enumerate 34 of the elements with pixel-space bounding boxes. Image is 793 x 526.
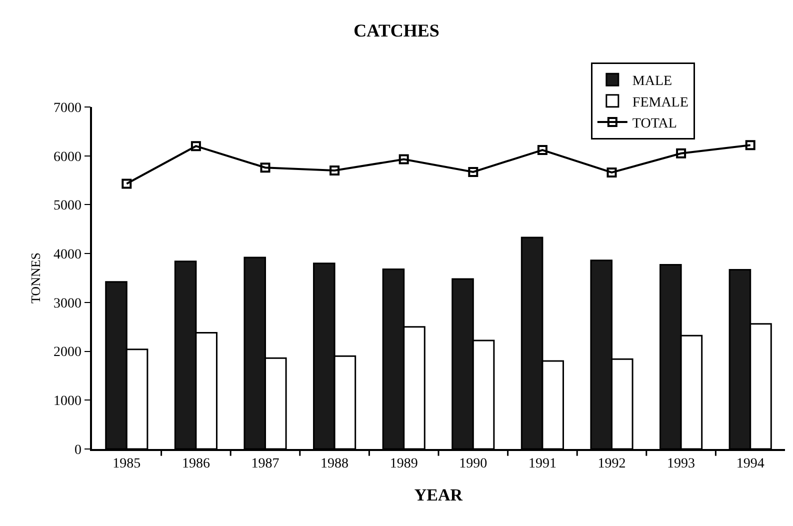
point: [537, 144, 548, 155]
x-tick-label: 1993: [667, 456, 696, 472]
legend-label: TOTAL: [632, 116, 677, 132]
y-tick-label: 6000: [53, 150, 82, 165]
point: [468, 166, 478, 177]
point: [260, 162, 270, 173]
y-axis-title: TONNES: [28, 252, 43, 304]
y-tick-label: 3000: [53, 296, 82, 312]
y-tick-label: 7000: [53, 100, 82, 116]
point: [190, 141, 201, 152]
x-tick-label: 1992: [598, 456, 626, 472]
point: [330, 166, 340, 176]
x-tick-label: 1988: [320, 456, 349, 472]
x-tick-label: 1986: [182, 456, 210, 472]
legend-label: MALE: [632, 74, 672, 90]
point: [122, 178, 132, 189]
x-tick-label: 1990: [459, 456, 488, 472]
x-tick-label: 1994: [736, 456, 764, 472]
point: [398, 154, 409, 164]
x-tick-label: 1991: [528, 456, 556, 472]
point: [676, 148, 686, 158]
point: [606, 167, 617, 178]
x-axis-title: YEAR: [414, 485, 464, 504]
y-tick-label: 4000: [53, 247, 82, 262]
y-tick-label: 1000: [53, 394, 82, 410]
chart-title: CATCHES: [354, 20, 440, 40]
legend-label: FEMALE: [632, 95, 688, 110]
point: [745, 140, 756, 150]
y-tick-label: 2000: [53, 345, 82, 360]
y-tick-label: 5000: [53, 198, 82, 214]
y-tick-label: 0: [74, 442, 82, 458]
x-tick-label: 1985: [112, 456, 141, 472]
x-tick-label: 1987: [251, 456, 280, 472]
x-tick-label: 1989: [390, 456, 418, 472]
